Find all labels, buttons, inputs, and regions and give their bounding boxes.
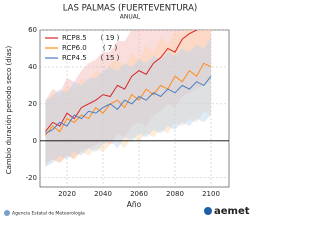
chart: LAS PALMAS (FUERTEVENTURA) ANUAL Cambio … — [4, 4, 250, 217]
y-axis-label: Cambio duración periodo seco (días) — [5, 45, 13, 174]
range-band — [45, 30, 211, 163]
legend-count: ( 19 ) — [101, 34, 120, 42]
legend-count: ( 7 ) — [103, 44, 118, 52]
footer-logo — [4, 210, 10, 216]
series-line — [45, 62, 212, 136]
y-tick-label: 40 — [28, 63, 37, 71]
brand-logo — [204, 207, 212, 215]
series-line — [45, 75, 212, 134]
range-band — [45, 30, 211, 167]
y-tick-label: 0 — [33, 137, 37, 145]
x-tick-label: 2040 — [94, 190, 112, 198]
y-tick-label: 20 — [28, 100, 37, 108]
series-line — [45, 30, 198, 132]
chart-subtitle: ANUAL — [120, 14, 141, 21]
plot-area — [39, 29, 230, 188]
y-tick-label: 60 — [28, 26, 37, 34]
x-axis-label: Año — [127, 200, 142, 209]
legend-label: RCP6.0 — [62, 44, 87, 52]
footer-text: Agencia Estatal de Meteorología — [12, 210, 85, 217]
plot-layer — [45, 30, 212, 167]
x-tick-label: 2100 — [202, 190, 220, 198]
x-tick-label: 2060 — [130, 190, 148, 198]
x-tick-label: 2080 — [166, 190, 184, 198]
y-tick-label: -20 — [26, 174, 37, 182]
brand-text: aemet — [214, 206, 250, 217]
legend-label: RCP4.5 — [62, 54, 87, 62]
legend-label: RCP8.5 — [62, 34, 87, 42]
legend-count: ( 15 ) — [101, 54, 120, 62]
chart-title: LAS PALMAS (FUERTEVENTURA) — [63, 4, 198, 14]
x-tick-label: 2020 — [58, 190, 76, 198]
